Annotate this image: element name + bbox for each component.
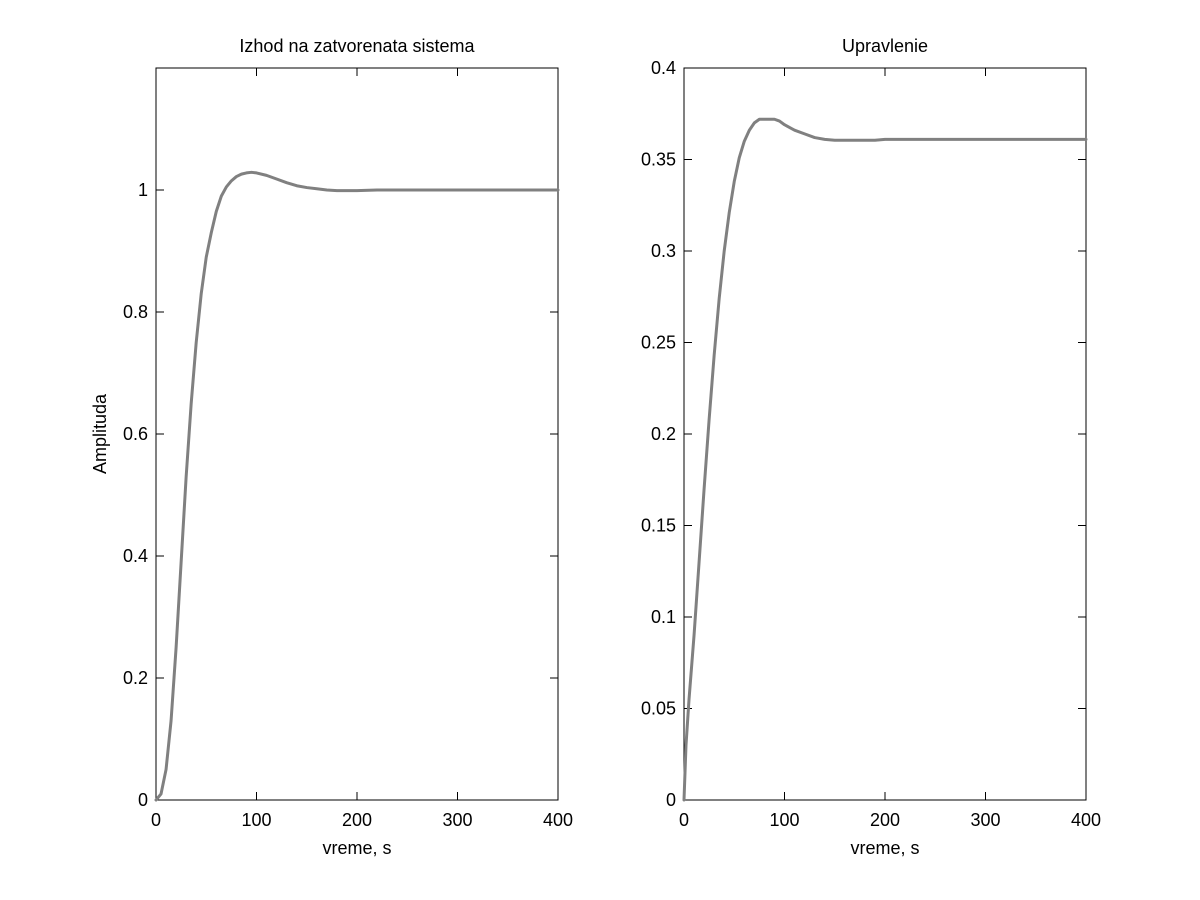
x-tick-label: 400: [1071, 810, 1101, 830]
x-tick-label: 300: [970, 810, 1000, 830]
y-axis-label: Amplituda: [90, 393, 110, 474]
subplot-control-signal: 0 100 200 300 400 0 0.05 0.1 0.15 0.2 0.25 0.3 0.35 0…: [641, 36, 1101, 858]
y-tick-label: 0.6: [123, 424, 148, 444]
x-tick-label: 0: [151, 810, 161, 830]
y-tick-label: 0.2: [123, 668, 148, 688]
y-tick-label: 0.1: [651, 607, 676, 627]
y-tick-label: 0: [666, 790, 676, 810]
y-tick-label: 0.3: [651, 241, 676, 261]
chart-title: Upravlenie: [842, 36, 928, 56]
y-tick-label: 0.35: [641, 150, 676, 170]
x-tick-label: 100: [769, 810, 799, 830]
x-tick-label: 0: [679, 810, 689, 830]
y-tick-label: 0.4: [123, 546, 148, 566]
y-tick-label: 0.2: [651, 424, 676, 444]
x-tick-label: 400: [543, 810, 573, 830]
x-tick-label: 200: [870, 810, 900, 830]
plot-area-frame: [155, 67, 559, 801]
y-tick-label: 0.05: [641, 699, 676, 719]
x-tick-label: 100: [241, 810, 271, 830]
y-tick-label: 0.4: [651, 58, 676, 78]
x-tick-label: 300: [442, 810, 472, 830]
series-line: [154, 170, 560, 802]
series-line: [682, 117, 1088, 802]
y-tick-label: 0.25: [641, 333, 676, 353]
x-axis-label: vreme, s: [850, 838, 919, 858]
subplot-closed-loop-output: 0 100 200 300 400 0 0.2 0.4 0.6 0.8 1 Izhod na zatv…: [90, 36, 573, 858]
y-tick-label: 0.15: [641, 516, 676, 536]
y-tick-label: 0.8: [123, 302, 148, 322]
plot-area-frame: [683, 67, 1087, 801]
x-tick-label: 200: [342, 810, 372, 830]
x-axis-label: vreme, s: [322, 838, 391, 858]
y-tick-label: 0: [138, 790, 148, 810]
chart-title: Izhod na zatvorenata sistema: [239, 36, 475, 56]
y-tick-label: 1: [138, 180, 148, 200]
